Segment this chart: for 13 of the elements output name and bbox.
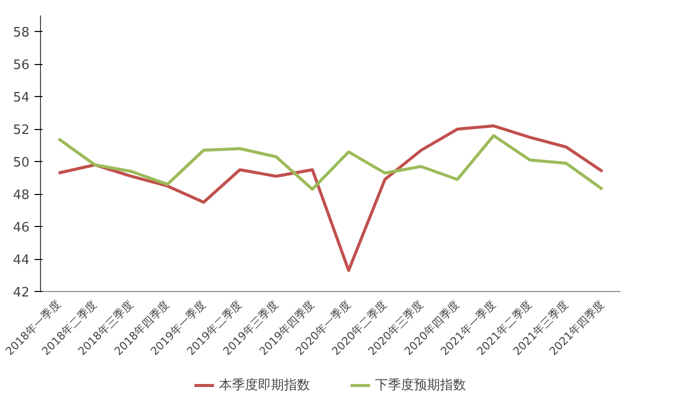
y-tick-label: 46	[12, 220, 30, 236]
legend-label: 本季度即期指数	[219, 377, 310, 394]
y-tick-label: 48	[12, 188, 30, 204]
line-series	[57, 134, 604, 191]
y-tick-label: 56	[12, 58, 30, 74]
y-tick-label: 54	[12, 90, 30, 106]
y-tick-label: 42	[12, 286, 30, 300]
line-series	[57, 124, 604, 272]
y-tick-label: 52	[12, 123, 30, 138]
y-tick-label: 44	[12, 253, 30, 268]
legend-label: 下季度预期指数	[375, 377, 466, 394]
y-tick-label: 58	[12, 26, 30, 41]
y-tick-label: 50	[12, 156, 30, 171]
